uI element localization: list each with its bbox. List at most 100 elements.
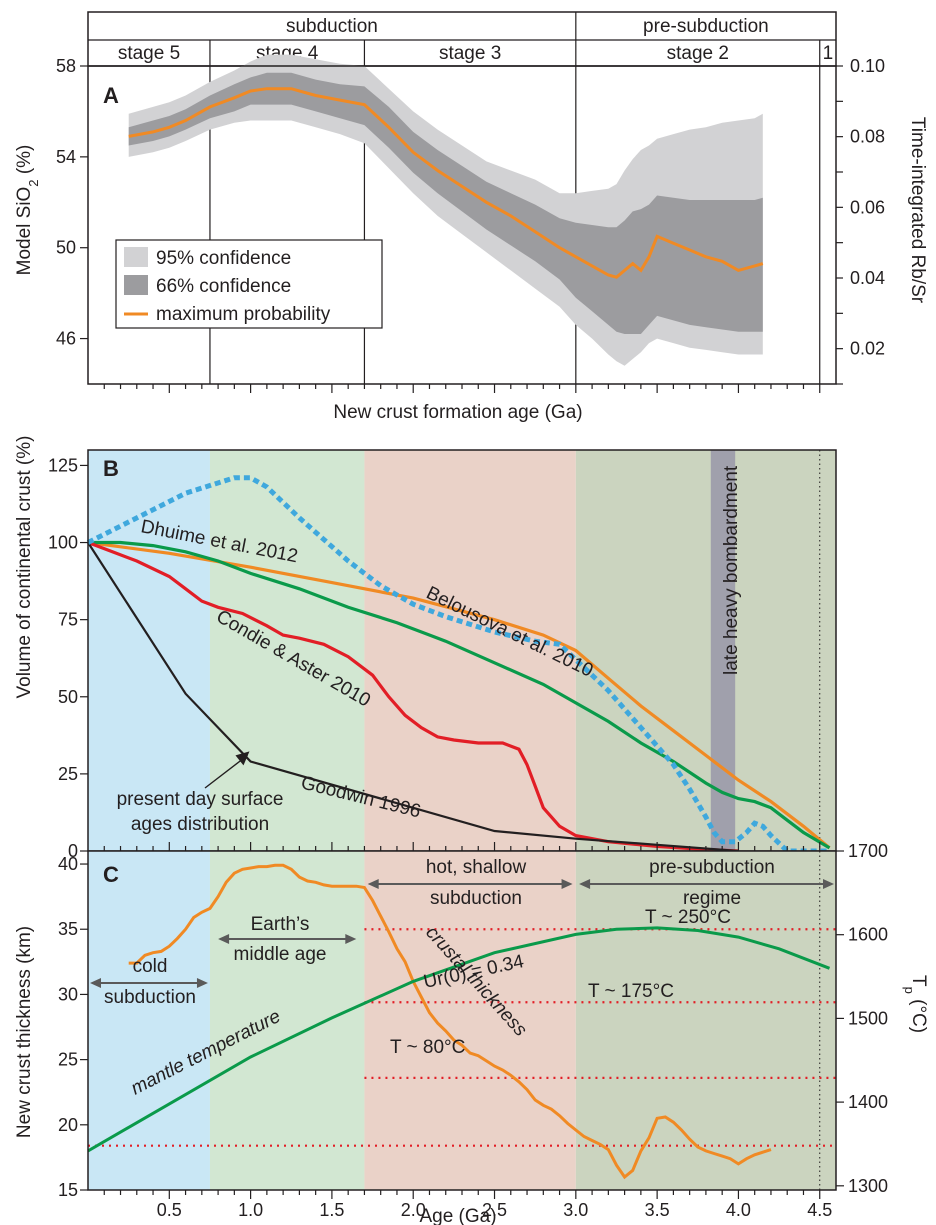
stage-backgrounds <box>88 450 836 851</box>
series-green <box>88 540 831 850</box>
x-tick-label: 3.5 <box>645 1200 670 1220</box>
y2-tick-label: 1500 <box>848 1008 888 1028</box>
regime-arrow-pre-head-left <box>579 879 591 889</box>
series-red <box>87 541 739 853</box>
regime-label-2: subduction <box>104 987 196 1008</box>
panel-label-a: A <box>103 83 119 108</box>
stage-label: stage 3 <box>439 43 501 64</box>
y-tick-label: 50 <box>58 687 78 707</box>
panel-a-y2label: Time-integrated Rb/Sr <box>907 117 928 304</box>
bombardment-band <box>710 450 736 851</box>
stage-label: stage 5 <box>118 43 180 64</box>
y2-tick-label: 0.02 <box>850 339 885 359</box>
x-tick-label: 3.0 <box>563 1200 588 1220</box>
regime-arrow-hot-head-left <box>367 879 379 889</box>
regime-label: hot, shallow <box>426 857 527 878</box>
y2-tick-label: 0.06 <box>850 197 885 217</box>
panel-label-c: C <box>103 862 119 887</box>
y-tick-label: 100 <box>48 533 78 553</box>
panel-a-lines <box>128 87 764 279</box>
regime-arrow-middle-head-left <box>218 934 230 944</box>
label-present-day-2: ages distribution <box>131 814 269 835</box>
regime-label: cold <box>133 956 168 977</box>
stage-bg <box>364 851 576 1190</box>
regime-label-2: middle age <box>234 944 327 965</box>
panel-a-ylabel: Model SiO2 (%) <box>14 145 41 276</box>
regime-label-2: subduction <box>430 888 522 909</box>
regime-label: pre-subduction <box>649 857 775 878</box>
series-blue <box>86 475 830 854</box>
y-tick-label: 30 <box>58 984 78 1004</box>
panel-b-ylabel: Volume of continental crust (%) <box>14 436 35 699</box>
regime-arrow-cold-head-left <box>90 978 101 988</box>
panel-c-y2label: Tp (°C) <box>903 975 930 1033</box>
series-orange <box>128 863 772 1180</box>
y2-tick-label: 1600 <box>848 925 888 945</box>
regime-label: Earth’s <box>251 914 310 935</box>
panel-c-xlabel: Age (Ga) <box>419 1206 496 1225</box>
y-tick-label: 125 <box>48 455 78 475</box>
isotherm-labels: T ~ 80°C T ~ 175°C T ~ 250°C <box>390 907 731 1058</box>
panel-c-lines <box>87 863 836 1180</box>
regime-arrow-hot-head-right <box>561 879 573 889</box>
panel-a-xlabel: New crust formation age (Ga) <box>333 402 582 423</box>
x-tick-label: 1.0 <box>238 1200 263 1220</box>
isotherm-label: T ~ 80°C <box>390 1037 465 1058</box>
legend-swatch-ci66 <box>124 275 148 295</box>
y-tick-label: 46 <box>56 329 76 349</box>
y2-tick-label: 0.08 <box>850 127 885 147</box>
y2-tick-label: 0.10 <box>850 56 885 76</box>
panel-a-legend: 95% confidence 66% confidence maximum prob… <box>115 239 383 329</box>
label-present-day-1: present day surface <box>117 789 284 810</box>
panel-a-axes: 46 50 54 58 0.02 0.04 0.06 0.08 0.10 <box>56 56 885 393</box>
stage-bg <box>575 450 836 851</box>
series-green <box>87 926 831 1153</box>
isotherm-label: T ~ 250°C <box>645 907 731 928</box>
stage-bg <box>88 851 210 1190</box>
stage-bg <box>88 450 210 851</box>
panel-c-ylabel: New crust thickness (km) <box>14 926 35 1138</box>
y-tick-label: 20 <box>58 1115 78 1135</box>
isotherm-label: T ~ 175°C <box>588 981 674 1002</box>
legend-entry: 95% confidence <box>156 248 291 269</box>
band-label-lhb: late heavy bombardment <box>721 465 742 675</box>
arrow-head <box>235 751 250 766</box>
x-tick-label: 2.0 <box>401 1200 426 1220</box>
regime-arrow-cold-head-right <box>196 978 208 988</box>
stage-label: 1 <box>823 43 834 64</box>
regime-label-2: regime <box>683 888 741 909</box>
regime-arrow-pre-head-right <box>823 879 834 889</box>
legend-entry: 66% confidence <box>156 276 291 297</box>
y-tick-label: 0 <box>68 841 78 861</box>
stage-backgrounds-c <box>88 851 836 1190</box>
legend-box <box>115 239 383 329</box>
legend-swatch-ci95 <box>124 247 148 267</box>
panel-b-axes: 0 25 50 75 100 125 <box>48 449 837 861</box>
y-tick-label: 15 <box>58 1180 78 1200</box>
y-tick-label: 75 <box>58 610 78 630</box>
x-tick-label: 2.5 <box>482 1200 507 1220</box>
x-tick-label: 4.5 <box>807 1200 832 1220</box>
x-tick-label: 1.5 <box>319 1200 344 1220</box>
header-label: subduction <box>286 16 378 37</box>
x-tick-label: 0.5 <box>157 1200 182 1220</box>
header-label: pre-subduction <box>643 16 769 37</box>
x-tick-label: 4.0 <box>726 1200 751 1220</box>
legend-entry: maximum probability <box>156 304 331 325</box>
y2-tick-label: 0.04 <box>850 268 885 288</box>
y-tick-label: 25 <box>58 764 78 784</box>
y2-tick-label: 1400 <box>848 1092 888 1112</box>
y-tick-label: 54 <box>56 147 76 167</box>
stage-bg <box>575 851 836 1190</box>
y-tick-label: 25 <box>58 1050 78 1070</box>
max-probability-line <box>128 87 764 279</box>
stage-bg <box>209 851 365 1190</box>
y2-tick-label: 1700 <box>848 841 888 861</box>
regime-annotations: cold subduction Earth’s middle age hot, shal… <box>90 857 834 1008</box>
confidence-bands <box>128 54 763 366</box>
series-orange <box>87 540 831 850</box>
stage-label: stage 2 <box>667 43 729 64</box>
regime-arrow-middle-head-right <box>345 934 357 944</box>
